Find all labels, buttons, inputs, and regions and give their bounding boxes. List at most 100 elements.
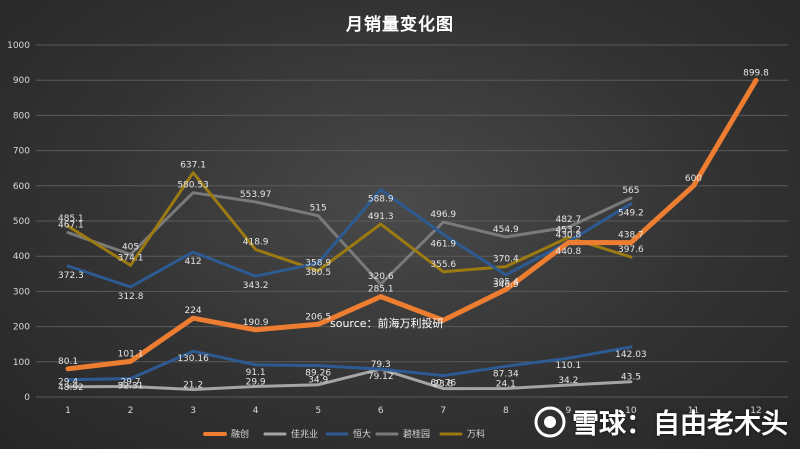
y-tick-label: 600 <box>13 182 30 192</box>
data-label: 412 <box>184 257 201 267</box>
legend-label: 碧桂园 <box>403 428 430 440</box>
data-label: 397.6 <box>618 245 644 255</box>
data-label: 206.5 <box>305 312 331 322</box>
legend-label: 恒大 <box>353 428 371 440</box>
data-label: 380.5 <box>305 268 331 278</box>
y-tick-label: 200 <box>13 323 30 333</box>
data-label: 549.2 <box>618 209 644 219</box>
data-label: 515 <box>310 204 327 214</box>
data-label: 21.2 <box>183 381 203 391</box>
x-tick-label: 8 <box>503 406 509 416</box>
data-label: 34.9 <box>308 376 328 386</box>
watermark: 雪球：自由老木头 <box>534 402 788 441</box>
y-tick-label: 900 <box>13 76 30 86</box>
data-label: 130.16 <box>177 354 209 364</box>
data-label: 496.9 <box>430 210 456 220</box>
x-tick-label: 5 <box>315 406 321 416</box>
data-label: 29.4 <box>58 378 78 388</box>
x-tick-label: 12 <box>750 406 761 416</box>
data-label: 370.4 <box>493 255 519 265</box>
legend-label: 融创 <box>231 428 249 440</box>
legend-label: 佳兆业 <box>291 428 318 440</box>
data-label: 89.26 <box>305 369 331 379</box>
data-label: 346.9 <box>493 280 519 290</box>
data-label: 467.1 <box>58 221 84 231</box>
data-label: 343.2 <box>243 281 269 291</box>
watermark-text: 雪球：自由老木头 <box>572 409 788 440</box>
x-tick-label: 1 <box>65 406 71 416</box>
data-label: 600 <box>685 174 702 184</box>
data-label: 374.1 <box>118 253 144 263</box>
data-label: 87.34 <box>493 369 519 379</box>
chart-title: 月销量变化图 <box>346 15 454 35</box>
data-label: 454.9 <box>493 225 519 235</box>
data-label: 637.1 <box>180 161 206 171</box>
data-label: 224 <box>184 306 201 316</box>
series-line <box>66 345 633 382</box>
data-label: 24.1 <box>496 380 516 390</box>
data-label: 320.6 <box>368 272 394 282</box>
data-label: 48.92 <box>58 383 84 393</box>
data-label: 29.7 <box>121 378 141 388</box>
y-tick-label: 300 <box>13 287 30 297</box>
x-tick-label: 3 <box>190 406 196 416</box>
x-tick-label: 4 <box>253 406 259 416</box>
data-label: 80.1 <box>58 357 78 367</box>
x-tick-label: 9 <box>565 406 571 416</box>
series-line <box>66 171 633 274</box>
data-label: 43.5 <box>621 373 641 383</box>
data-label: 580.53 <box>177 181 209 191</box>
data-label: 588.9 <box>368 195 394 205</box>
data-label: 305.4 <box>493 277 519 287</box>
x-tick-label: 2 <box>128 406 134 416</box>
snowball-logo-icon <box>534 406 566 437</box>
data-label: 430.8 <box>555 231 581 241</box>
data-label: 405 <box>122 242 139 252</box>
data-label: 372.3 <box>58 271 84 281</box>
y-tick-label: 800 <box>13 111 30 121</box>
data-label: 285.1 <box>368 285 394 295</box>
data-label: 453.2 <box>555 225 581 235</box>
data-label: 23.8 <box>433 380 453 390</box>
x-tick-label: 6 <box>378 406 384 416</box>
legend-label: 万科 <box>467 428 485 440</box>
data-label: 91.1 <box>246 368 266 378</box>
data-label: 355.6 <box>430 260 456 270</box>
data-label: 461.9 <box>430 239 456 249</box>
x-tick-label: 11 <box>688 406 699 416</box>
data-label: 482.7 <box>555 215 581 225</box>
source-annotation: source：前海万利投研 <box>330 316 444 330</box>
data-label: 358.9 <box>305 259 331 269</box>
data-label: 485.1 <box>58 214 84 224</box>
data-label: 79.12 <box>368 372 394 382</box>
data-label: 438.7 <box>618 231 644 241</box>
data-label: 440.8 <box>555 247 581 257</box>
data-label: 79.3 <box>371 360 391 370</box>
data-label: 52.31 <box>118 382 144 392</box>
data-label: 101.1 <box>118 349 144 359</box>
x-tick-label: 10 <box>625 406 637 416</box>
data-label: 491.3 <box>368 212 394 222</box>
series-line <box>66 188 633 289</box>
data-label: 60.76 <box>430 379 456 389</box>
data-label: 553.97 <box>240 190 272 200</box>
y-tick-label: 700 <box>13 147 30 157</box>
series-line <box>65 77 759 372</box>
y-tick-label: 400 <box>13 252 30 262</box>
series-line <box>66 367 633 391</box>
y-tick-label: 1000 <box>7 41 30 51</box>
y-tick-label: 500 <box>13 217 30 227</box>
data-label: 899.8 <box>743 68 769 78</box>
y-tick-label: 100 <box>13 358 30 368</box>
y-tick-label: 0 <box>24 393 30 403</box>
data-label: 110.1 <box>555 361 581 371</box>
data-label: 190.9 <box>243 318 269 328</box>
x-tick-label: 7 <box>440 406 446 416</box>
data-label: 312.8 <box>118 292 144 302</box>
series-line <box>66 191 633 286</box>
data-label: 418.9 <box>243 238 269 248</box>
data-label: 34.2 <box>558 376 578 386</box>
data-label: 29.9 <box>246 377 266 387</box>
